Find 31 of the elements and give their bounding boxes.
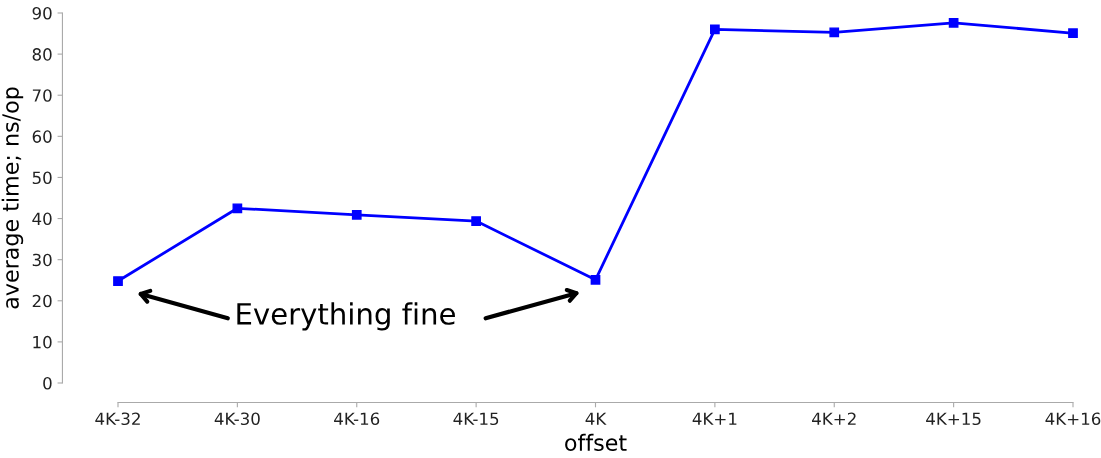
y-tick-label: 30 [32,253,52,267]
y-tick-label: 90 [32,6,52,20]
y-tick-label: 10 [33,335,52,349]
x-tick-label: 4K+16 [1045,412,1101,426]
x-tick-label: 4K+15 [926,412,981,426]
x-tick-label: 4K-15 [453,412,499,426]
point [948,18,959,28]
x-axis-title: offset [565,433,627,452]
point [232,203,243,214]
point [471,216,481,226]
point [113,276,123,286]
y-axis-title: average time; ns/op [1,87,24,309]
x-tick-label: 4K+1 [692,412,737,425]
point [351,209,362,220]
y-tick-label: 20 [32,294,52,308]
point [590,274,601,285]
x-tick-label: 4K-32 [95,412,140,426]
y-tick-label: 80 [32,48,52,61]
y-tick-label: 40 [32,212,52,226]
point [1068,28,1078,39]
x-tick-label: 4K-30 [214,412,260,426]
x-tick-label: 4K-16 [334,412,380,426]
y-tick-label: 60 [32,130,52,143]
annotation: Everything fine [237,302,455,331]
x-tick-label: 4K+2 [812,412,856,425]
point [710,24,720,35]
y-tick-label: 70 [32,89,52,102]
point [829,27,840,38]
y-tick-label: 50 [32,171,52,185]
x-tick-label: 4K [585,412,607,425]
y-tick-label: 0 [43,376,52,390]
